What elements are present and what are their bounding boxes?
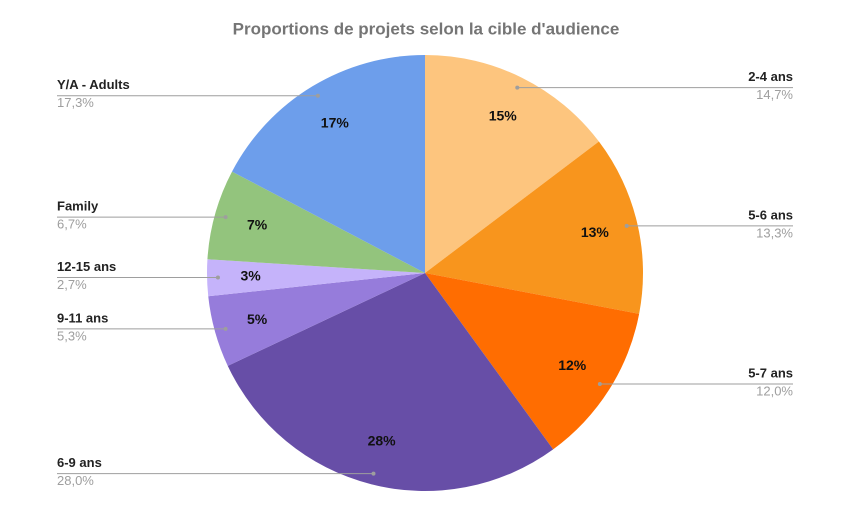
slice-value-label: 12,0% (756, 383, 793, 398)
slice-percent-label: 5% (247, 311, 268, 327)
slice-name-label: 5-7 ans (748, 365, 793, 380)
slice-value-label: 28,0% (57, 473, 94, 488)
slice-percent-label: 13% (581, 224, 610, 240)
leader-dot (515, 85, 520, 90)
pie-slice (425, 273, 640, 450)
leader-dot (215, 275, 220, 280)
slice-percent-label: 15% (489, 108, 518, 124)
slice-percent-label: 28% (368, 433, 397, 449)
chart-title: Proportions de projets selon la cible d'… (233, 19, 620, 38)
pie-slice (227, 273, 554, 491)
slice-value-label: 5,3% (57, 328, 87, 343)
pie-slice (208, 273, 425, 366)
leader-dot (597, 381, 602, 386)
slice-percent-label: 7% (247, 217, 268, 233)
pie-slice (207, 259, 425, 297)
pie-slice (425, 55, 599, 273)
leader-dot (315, 93, 320, 98)
leader-dot (371, 471, 376, 476)
slice-percent-label: 3% (241, 268, 262, 284)
slice-percent-label: 12% (558, 357, 587, 373)
slice-value-label: 14,7% (756, 87, 793, 102)
slice-name-label: Family (57, 199, 99, 214)
slice-value-label: 2,7% (57, 277, 87, 292)
slice-value-label: 13,3% (756, 225, 793, 240)
slice-name-label: 6-9 ans (57, 455, 102, 470)
leader-dot (624, 223, 629, 228)
slice-value-label: 17,3% (57, 95, 94, 110)
slice-value-label: 6,7% (57, 217, 87, 232)
pie-slice (232, 55, 425, 273)
pie-slice (207, 171, 425, 273)
slice-percent-label: 17% (321, 114, 350, 130)
pie-slice (425, 141, 643, 314)
slice-name-label: 9-11 ans (57, 310, 108, 325)
slice-name-label: Y/A - Adults (57, 77, 130, 92)
leader-dot (223, 215, 228, 220)
slice-name-label: 12-15 ans (57, 259, 116, 274)
slice-name-label: 2-4 ans (748, 69, 793, 84)
slice-name-label: 5-6 ans (748, 207, 793, 222)
leader-dot (223, 326, 228, 331)
